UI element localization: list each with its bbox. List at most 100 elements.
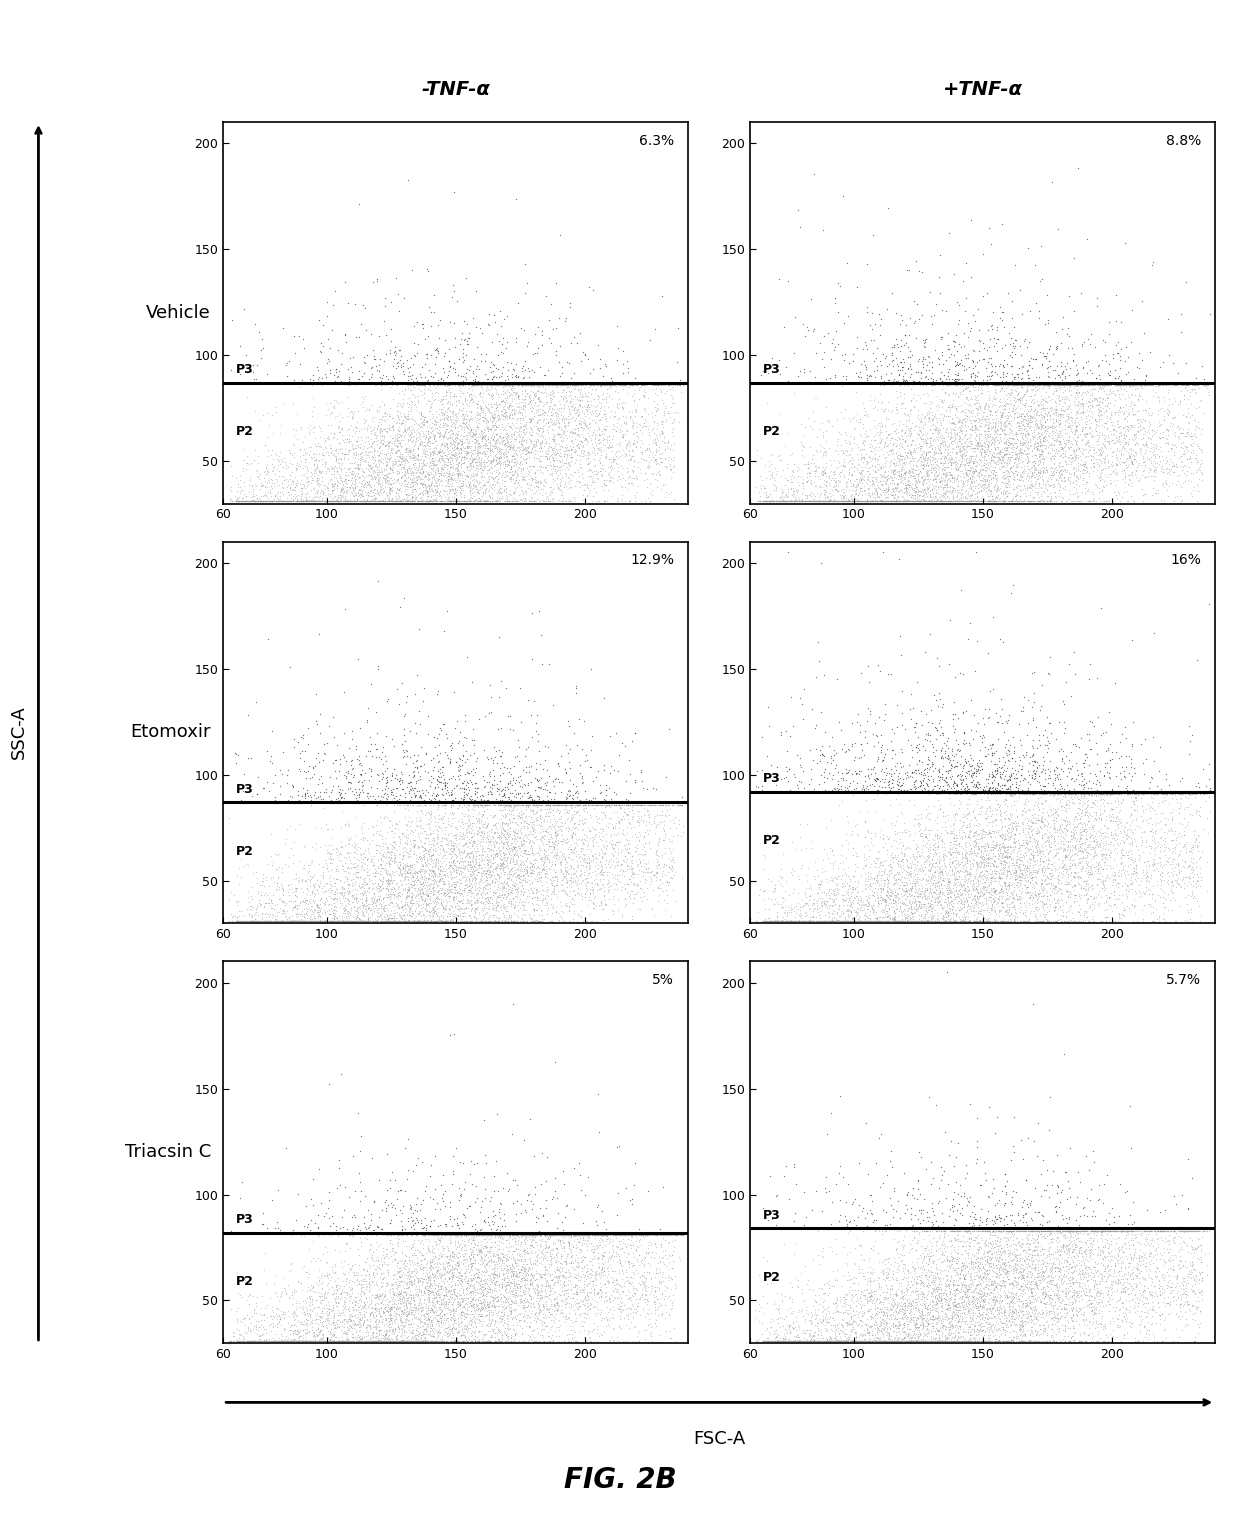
Point (1056, 407, 1076, 432)
Point (1171, 453, 1190, 478)
Point (546, 455, 565, 479)
Point (575, 383, 595, 407)
Point (374, 906, 394, 931)
Point (425, 423, 445, 447)
Point (285, 484, 305, 508)
Point (982, 317, 1002, 342)
Point (490, 485, 510, 510)
Point (585, 1222, 605, 1247)
Point (470, 909, 490, 934)
Point (564, 870, 584, 894)
Point (300, 1329, 320, 1354)
Point (937, 1306, 957, 1331)
Point (479, 1297, 498, 1322)
Point (624, 1294, 644, 1318)
Point (520, 760, 539, 784)
Point (246, 909, 265, 934)
Point (885, 879, 905, 903)
Point (1018, 372, 1038, 397)
Point (513, 809, 533, 833)
Point (258, 472, 278, 496)
Point (461, 424, 481, 449)
Point (280, 1251, 300, 1276)
Point (1013, 1329, 1033, 1354)
Point (362, 813, 382, 838)
Point (931, 1289, 951, 1314)
Point (836, 490, 856, 514)
Point (939, 652, 959, 676)
Point (820, 1329, 839, 1354)
Point (558, 1228, 578, 1253)
Point (1018, 421, 1038, 446)
Point (810, 488, 830, 513)
Point (351, 909, 371, 934)
Point (293, 490, 312, 514)
Point (635, 842, 655, 867)
Point (474, 821, 494, 845)
Point (808, 490, 828, 514)
Point (461, 443, 481, 467)
Point (981, 490, 1001, 514)
Point (246, 897, 265, 922)
Point (1149, 792, 1169, 816)
Point (291, 909, 311, 934)
Point (606, 1268, 626, 1293)
Point (640, 490, 660, 514)
Point (923, 1329, 942, 1354)
Point (990, 832, 1009, 856)
Point (1078, 794, 1097, 818)
Point (988, 450, 1008, 475)
Point (600, 1222, 620, 1247)
Point (551, 418, 570, 443)
Point (973, 902, 993, 926)
Point (1114, 1305, 1133, 1329)
Point (1112, 858, 1132, 882)
Point (823, 882, 843, 906)
Point (1149, 1303, 1169, 1328)
Point (415, 1276, 435, 1300)
Point (873, 1267, 893, 1291)
Point (1166, 862, 1185, 887)
Point (951, 850, 971, 874)
Point (1094, 891, 1114, 916)
Point (950, 1300, 970, 1325)
Point (543, 1282, 563, 1306)
Point (655, 819, 675, 844)
Point (382, 490, 402, 514)
Point (486, 490, 506, 514)
Point (453, 337, 472, 362)
Point (1091, 870, 1111, 894)
Point (394, 906, 414, 931)
Point (432, 909, 451, 934)
Point (382, 490, 402, 514)
Point (533, 888, 553, 913)
Point (660, 482, 680, 507)
Point (410, 879, 430, 903)
Point (393, 1329, 413, 1354)
Point (496, 1257, 516, 1282)
Point (653, 372, 673, 397)
Point (1013, 1260, 1033, 1285)
Point (368, 450, 388, 475)
Point (861, 484, 880, 508)
Point (394, 1297, 414, 1322)
Point (993, 467, 1013, 491)
Point (332, 1329, 352, 1354)
Point (985, 1222, 1004, 1247)
Point (1137, 858, 1157, 882)
Point (830, 1329, 849, 1354)
Point (1017, 1241, 1037, 1265)
Point (1040, 372, 1060, 397)
Point (532, 909, 552, 934)
Point (481, 409, 501, 433)
Point (1152, 444, 1172, 468)
Point (976, 909, 996, 934)
Point (1030, 792, 1050, 816)
Point (471, 1297, 491, 1322)
Point (472, 427, 492, 452)
Point (760, 490, 780, 514)
Point (981, 1248, 1001, 1273)
Point (357, 876, 377, 900)
Point (449, 874, 469, 899)
Point (760, 909, 780, 934)
